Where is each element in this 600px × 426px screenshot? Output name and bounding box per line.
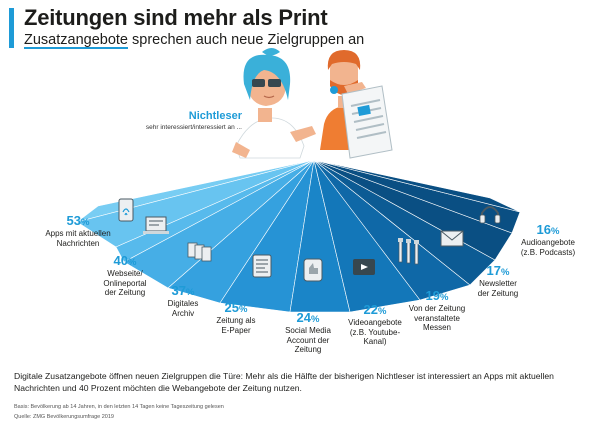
description-text: Digitale Zusatzangebote öffnen neuen Zie… [14,371,554,394]
category-text: Onlineportal [103,278,147,288]
category-text: Von der Zeitung [408,304,466,314]
title-accent-bar [9,8,14,48]
app-smartphone-icon [118,198,134,222]
fan-segment [313,159,521,213]
value-number: 53 [66,213,81,228]
category-text: Nachrichten [56,238,100,248]
category-text: Digitales [167,299,199,309]
value-number: 25 [224,300,239,315]
value-unit: % [440,292,449,303]
newsletter-envelope-icon [440,230,464,247]
category-text: Archiv [171,308,195,318]
value-number: 19 [425,288,440,303]
category-text: der Zeitung [104,288,146,298]
category-label: 19% Von der Zeitung veranstaltete Messen [400,288,474,333]
category-text: E-Paper [221,325,251,335]
category-text: Zeitung [294,345,322,355]
category-text: Audioangebote [521,238,575,248]
website-laptop-icon [143,216,169,234]
category-text: Newsletter [479,279,517,289]
category-label: 24% Social Media Account der Zeitung [272,310,344,355]
category-text: Webseite/ [107,269,143,279]
category-text: Messen [422,323,451,333]
value-label: 22% [336,302,414,317]
value-number: 40 [113,253,128,268]
value-number: 17 [486,263,501,278]
value-unit: % [378,306,387,317]
subtitle-highlight: Zusatzangebote [24,32,128,48]
value-label: 53% [38,213,118,228]
value-label: 17% [462,263,534,278]
footnote-source: Quelle: ZMG Bevölkerungsumfrage 2019 [14,414,114,420]
nichtleser-subheading: sehr interessiert/interessiert an ... [145,124,242,131]
footnote-basis: Basis: Bevölkerung ab 14 Jahren, in den … [14,404,224,410]
category-text: veranstaltete [414,313,460,323]
category-text: Social Media [285,326,331,336]
category-label: 40% Webseite/Onlineportal der Zeitung [86,253,164,298]
value-label: 37% [150,283,216,298]
value-label: 19% [400,288,474,303]
category-label: 17% Newsletter der Zeitung [462,263,534,298]
value-unit: % [81,217,90,228]
value-unit: % [551,226,560,237]
category-text: (z.B. Youtube- [349,327,401,337]
category-text: Kanal) [363,337,387,347]
audio-headphones-icon [479,206,501,224]
value-label: 24% [272,310,344,325]
subtitle-rest: sprechen auch neue Zielgruppen an [128,32,365,48]
value-label: 25% [203,300,269,315]
value-unit: % [501,267,510,278]
category-label: 25% Zeitung als E-Paper [203,300,269,335]
value-unit: % [186,287,195,298]
page-subtitle: Zusatzangebote sprechen auch neue Zielgr… [24,32,364,48]
category-text: Videoangebote [348,318,402,328]
category-text: Account der [286,335,330,345]
video-play-icon [353,259,375,275]
category-label: 16% Audioangebote (z.B. Podcasts) [504,222,592,257]
category-text: Apps mit aktuellen [45,229,111,239]
value-unit: % [311,314,320,325]
value-number: 37 [171,283,186,298]
value-number: 22 [363,302,378,317]
social-media-like-icon [303,258,323,282]
category-text: Zeitung als [216,316,256,326]
value-unit: % [239,304,248,315]
value-unit: % [128,257,137,268]
nichtleser-heading: Nichtleser [188,110,242,122]
category-text: der Zeitung [477,288,519,298]
woman-reader-illustration [232,48,316,159]
value-label: 16% [504,222,592,237]
page-title: Zeitungen sind mehr als Print [24,5,328,30]
category-text: (z.B. Podcasts) [520,247,576,257]
category-label: 37% Digitales Archiv [150,283,216,318]
archive-folders-icon [187,242,212,262]
category-label: 22% Videoangebote (z.B. Youtube- Kanal) [336,302,414,347]
fan-chart [76,48,521,313]
value-label: 40% [86,253,164,268]
category-label: 53% Apps mit aktuellen Nachrichten [38,213,118,248]
value-number: 16 [536,222,551,237]
value-number: 24 [296,310,311,325]
epaper-tablet-icon [252,254,272,278]
man-reader-illustration [320,50,393,159]
event-stands-icon [398,238,419,265]
